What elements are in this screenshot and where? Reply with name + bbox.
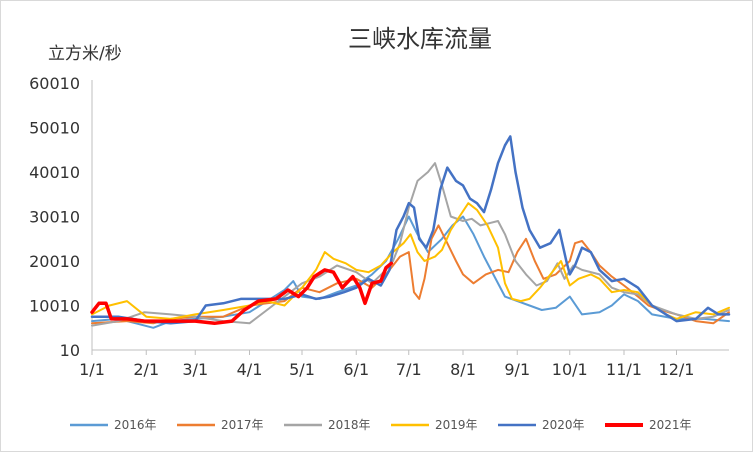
x-tick-label: 10/1	[552, 360, 588, 379]
y-tick-label: 60010	[29, 74, 80, 93]
series-line-1	[91, 224, 730, 325]
x-tick-label: 4/1	[237, 360, 263, 379]
legend-label: 2019年	[435, 418, 478, 432]
legend-label: 2020年	[542, 418, 585, 432]
series-lines	[90, 135, 731, 329]
x-tick-label: 2/1	[133, 360, 159, 379]
series-line-2	[91, 162, 730, 327]
legend-label: 2017年	[221, 418, 264, 432]
x-tick-label: 3/1	[182, 360, 208, 379]
y-tick-label: 40010	[29, 163, 80, 182]
legend-item-4[interactable]: 2020年	[498, 418, 585, 432]
legend-item-2[interactable]: 2018年	[284, 418, 371, 432]
y-tick-label: 10	[60, 341, 80, 360]
legend-item-5[interactable]: 2021年	[605, 418, 692, 432]
legend-item-1[interactable]: 2017年	[177, 418, 264, 432]
y-ticks: 10 10010 20010 30010 40010 50010 60010	[29, 74, 80, 360]
x-tick-label: 7/1	[396, 360, 422, 379]
x-tick-label: 11/1	[606, 360, 642, 379]
y-tick-label: 20010	[29, 252, 80, 271]
series-line-3	[91, 202, 730, 320]
x-ticks: 1/1 2/1 3/1 4/1 5/1 6/1 7/1 8/1 9/1 10/1 11/1 12/1	[79, 350, 694, 379]
axes	[91, 80, 729, 351]
x-tick-label: 5/1	[289, 360, 315, 379]
y-axis-label: 立方米/秒	[48, 44, 122, 64]
series-line-0	[91, 215, 730, 329]
x-tick-label: 12/1	[659, 360, 695, 379]
legend-label: 2018年	[328, 418, 371, 432]
x-tick-label: 1/1	[79, 360, 105, 379]
y-tick-label: 30010	[29, 208, 80, 227]
legend-item-0[interactable]: 2016年	[70, 418, 157, 432]
legend-item-3[interactable]: 2019年	[391, 418, 478, 432]
series-line-5	[90, 261, 394, 326]
legend-label: 2021年	[649, 418, 692, 432]
y-tick-label: 10010	[29, 297, 80, 316]
x-tick-label: 6/1	[343, 360, 369, 379]
y-tick-label: 50010	[29, 119, 80, 138]
chart-title: 三峡水库流量	[348, 25, 492, 53]
legend-label: 2016年	[114, 418, 157, 432]
legend[interactable]: 2016年 2017年 2018年 2019年 2020年 2021年	[70, 418, 692, 432]
series-line-4	[90, 135, 731, 325]
x-tick-label: 9/1	[504, 360, 530, 379]
x-tick-label: 8/1	[450, 360, 476, 379]
